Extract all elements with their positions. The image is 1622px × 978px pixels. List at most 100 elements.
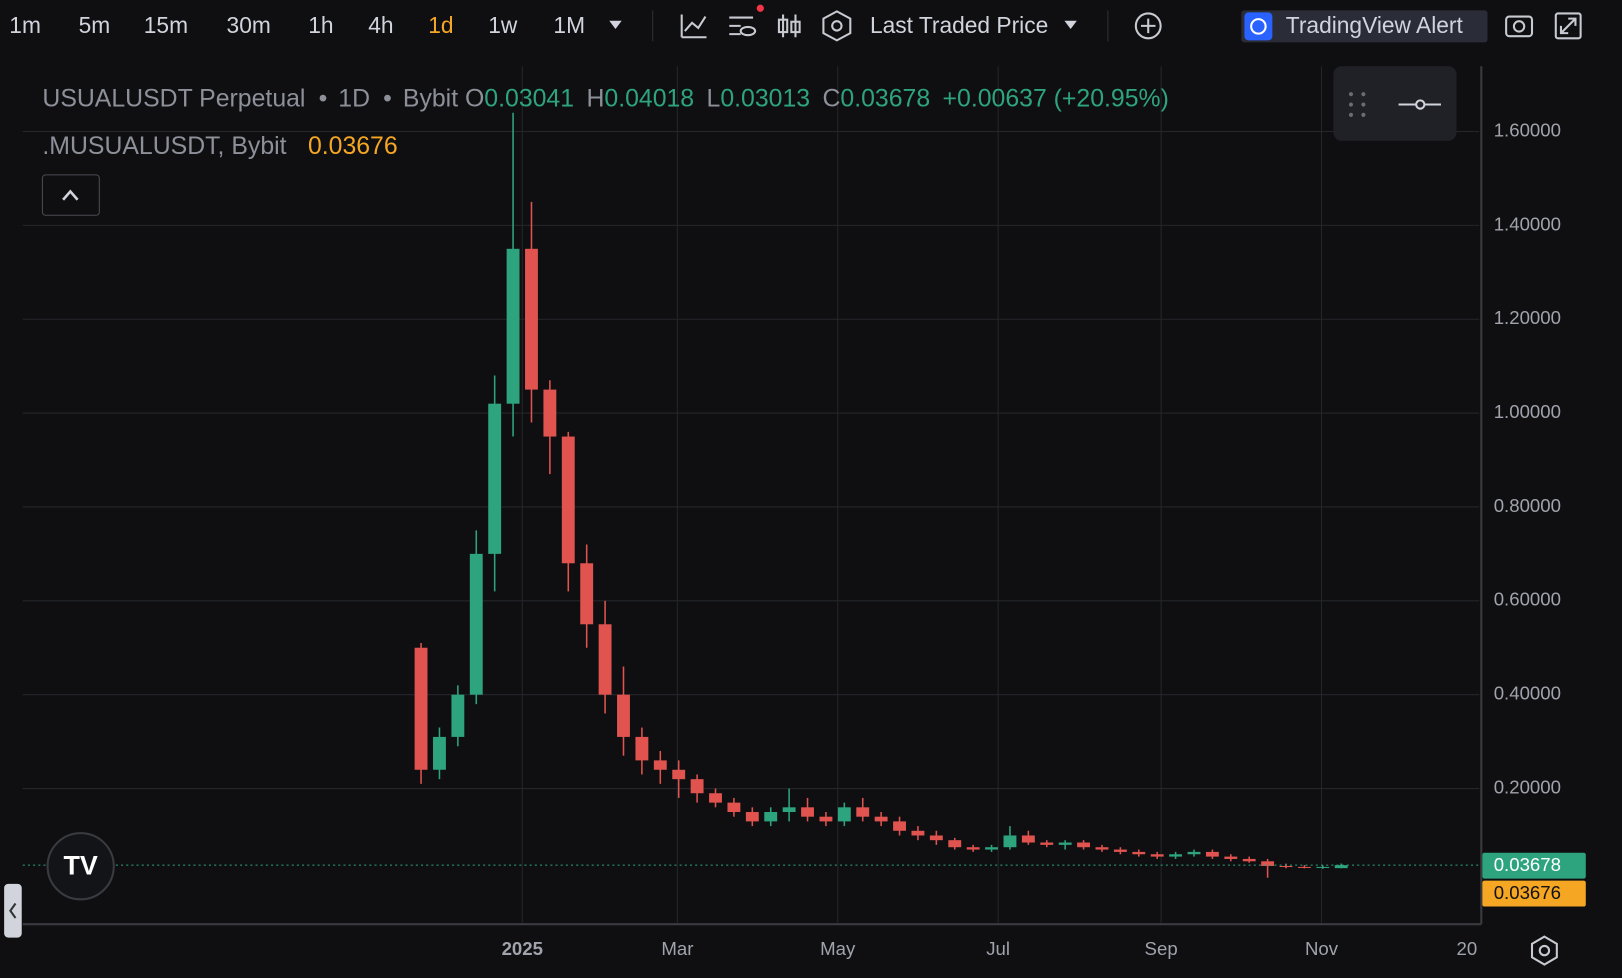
candle-body — [580, 563, 594, 625]
ohlc-fields: O0.03041 H0.04018 L0.03013 C0.03678 +0.00637… — [465, 85, 1169, 112]
candle-body — [1150, 854, 1164, 857]
x-tick-label: Nov — [1305, 938, 1339, 959]
field-label: C — [822, 85, 840, 112]
interval-caret[interactable] — [609, 20, 622, 29]
candle-body — [1224, 856, 1238, 859]
candle-body — [617, 694, 630, 737]
candle-body — [911, 830, 925, 836]
toolbar: TradingView Alert Last Traded Price 1m 5m… — [9, 4, 1582, 43]
bullet: • — [383, 85, 392, 112]
candle-body — [1242, 858, 1256, 862]
candle-body — [525, 248, 538, 390]
fullscreen-arrows — [1559, 17, 1577, 35]
candle-body — [1021, 835, 1035, 843]
candle-body — [635, 736, 649, 761]
templates-eye — [739, 25, 757, 37]
candle-body — [764, 812, 778, 822]
interval-button[interactable]: 1w — [488, 12, 518, 38]
alert-button[interactable] — [1241, 10, 1488, 43]
candle-body — [929, 835, 943, 841]
candle-body — [1169, 854, 1183, 857]
index-price-label: 0.03676 — [1494, 882, 1561, 903]
alert-label: TradingView Alert — [1286, 12, 1464, 38]
change: +0.00637 (+20.95%) — [943, 85, 1169, 112]
templates-icon[interactable] — [729, 16, 754, 36]
add-icon[interactable] — [1134, 12, 1162, 40]
candle-body — [709, 793, 722, 803]
y-tick-label: 1.40000 — [1494, 213, 1561, 234]
candle-body — [837, 807, 851, 822]
axis-settings-icon[interactable] — [1530, 935, 1558, 966]
last-price-label: 0.03678 — [1494, 854, 1561, 875]
candle-body — [801, 807, 814, 817]
candle-body — [469, 553, 483, 695]
interval-button[interactable]: 1m — [9, 12, 41, 38]
collapse-button[interactable] — [41, 174, 100, 216]
x-tick-label: Mar — [661, 938, 693, 959]
candle-body — [874, 816, 888, 822]
candle-body — [506, 248, 520, 404]
interval-button[interactable]: 30m — [227, 12, 271, 38]
price-source-caret[interactable] — [1064, 20, 1077, 29]
y-tick-label: 1.00000 — [1494, 401, 1561, 422]
x-tick-label: Jul — [986, 938, 1010, 959]
settings-icon-hole — [831, 20, 843, 32]
candle-body — [451, 694, 465, 737]
field-label: H — [586, 85, 604, 112]
candle-body — [1187, 851, 1201, 855]
index-value: 0.03676 — [308, 133, 398, 160]
snapshot-icon[interactable] — [1505, 15, 1534, 38]
settings-icon[interactable] — [822, 10, 852, 42]
add-icon-plus — [1140, 18, 1156, 34]
x-tick-label: May — [820, 938, 856, 959]
price-source[interactable]: Last Traded Price — [870, 12, 1048, 38]
field-value: 0.03678 — [840, 85, 930, 112]
index-price-badge — [1482, 880, 1586, 907]
candle-body — [1113, 849, 1127, 852]
candle-body — [966, 847, 980, 850]
logo-button[interactable] — [46, 832, 115, 901]
candle-body — [985, 847, 999, 850]
side-toggle-arrow — [9, 902, 17, 919]
symbol-line: USUALUSDT Perpetual • 1D • Bybit O0.0304… — [42, 85, 1168, 112]
candle-body — [1132, 851, 1146, 855]
interval-button[interactable]: 1M — [553, 12, 585, 38]
interval-button[interactable]: 1d — [428, 12, 453, 38]
candle-body — [745, 812, 759, 822]
candle-body — [1095, 847, 1109, 850]
index-name: .MUSUALUSDT, Bybit — [42, 133, 286, 160]
scale-knob — [1415, 99, 1426, 110]
candle-body — [1279, 865, 1293, 868]
candle-body — [727, 802, 741, 813]
index-line: .MUSUALUSDT, Bybit 0.03676 — [42, 133, 397, 160]
field-label: O — [465, 85, 484, 112]
candle-body — [1334, 865, 1348, 869]
candle-body — [948, 840, 962, 848]
scale-widget[interactable] — [1333, 66, 1457, 141]
candle-body — [1003, 835, 1017, 848]
alert-icon-clock — [1250, 18, 1267, 35]
bullet: • — [319, 85, 328, 112]
fullscreen-icon[interactable] — [1554, 12, 1582, 40]
candle-body — [598, 624, 612, 695]
interval-button[interactable]: 5m — [79, 12, 111, 38]
candle-body — [690, 779, 704, 794]
candle-body — [561, 436, 575, 564]
candle-body — [414, 647, 428, 770]
interval-button[interactable]: 4h — [368, 12, 393, 38]
y-tick-label: 0.60000 — [1494, 589, 1561, 610]
snapshot-lens — [1512, 20, 1526, 33]
interval-button[interactable]: 15m — [144, 12, 188, 38]
side-toggle[interactable] — [4, 883, 22, 938]
candle-icon[interactable] — [782, 14, 797, 38]
interval-button[interactable]: 1h — [308, 12, 333, 38]
candle-body — [1316, 866, 1330, 868]
field-value: 0.03041 — [484, 85, 574, 112]
field-value: 0.03013 — [720, 85, 810, 112]
candle-body — [856, 807, 870, 817]
indicator-icon[interactable] — [680, 14, 707, 39]
candle-body — [653, 760, 667, 770]
candle-body — [543, 389, 557, 437]
candle-body — [1261, 861, 1275, 866]
